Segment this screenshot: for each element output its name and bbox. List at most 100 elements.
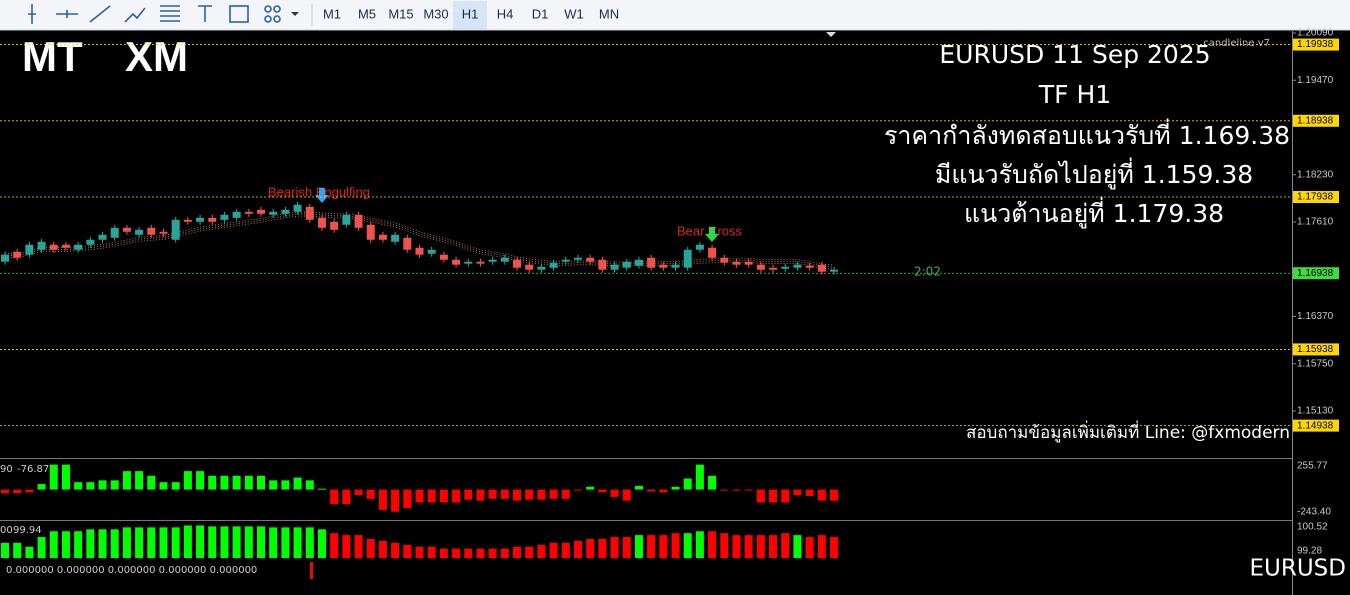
drawing-tools[interactable] [28,4,313,26]
panel-separator [0,458,1292,459]
osc2-bar [756,535,765,558]
candle-body [476,261,485,264]
candle-body [830,269,838,272]
timeframe-button[interactable]: M5 [358,6,376,21]
osc3-bar [310,562,313,579]
osc2-bar [537,544,546,558]
osc1-bar [427,489,436,503]
timeframe-button[interactable]: H4 [497,6,514,21]
candle-body [573,257,582,260]
osc2-bar [37,537,46,558]
candle-body [37,241,46,250]
candle-body [208,217,217,222]
candle-body [86,239,95,245]
level-tag [1293,419,1339,432]
osc2-bar [695,531,704,558]
candle-body [695,244,704,250]
candle-body [232,211,241,218]
candle-body [537,266,546,270]
price-tick-label: 1.18230 [1297,169,1334,180]
osc2-bar [464,548,473,558]
osc1-bar [74,482,83,490]
osc1-bar [817,489,826,501]
osc2-bar [293,527,302,558]
level-label: 1.18938 [1297,115,1334,126]
sell-arrow [705,227,719,242]
active-timeframe[interactable] [453,1,487,29]
price-tick-label: 1.16370 [1297,311,1334,322]
timeframe-button[interactable]: D1 [532,6,549,21]
candle-body [622,261,631,268]
osc1-bar [488,489,497,499]
candle-body [220,214,229,220]
candle-body [269,211,278,215]
candle-body [610,264,619,270]
osc1-bar [13,489,22,494]
osc2-bar [732,535,741,558]
osc1-bar [415,489,424,503]
timeframe-button[interactable]: W1 [564,6,584,21]
osc1-bar [452,489,461,503]
osc1-bar [98,480,107,490]
candle-body [342,214,351,225]
timeframe-button[interactable]: M1 [323,6,341,21]
timeframe-button[interactable]: M30 [423,6,448,21]
osc2-bar [98,529,107,558]
osc1-bar [86,482,95,490]
level-label: 1.19938 [1297,39,1334,50]
overlay-contact: สอบถามข้อมูลเพิ่มเติมที่ Line: @fxmodern [966,420,1290,443]
osc1-bar [732,489,741,491]
osc1-bar [135,471,144,490]
osc2-bar [622,537,631,558]
candle-body [634,259,643,266]
timeframe-button[interactable]: M15 [388,6,413,21]
logo-xm: XM [125,33,188,80]
osc1-bar [342,489,351,505]
price-tick-label: 1.17610 [1297,217,1334,228]
candle-body [415,247,424,255]
logo-mt: MT [22,33,83,80]
price-tick-label: 1.19470 [1297,75,1334,86]
price-tick-label: 1.15750 [1297,358,1334,369]
moving-average [4,213,835,268]
candle-body [49,244,58,250]
timeframe-button[interactable]: MN [599,6,619,21]
osc2-bar [13,542,22,558]
osc1-bar [305,480,314,490]
osc2-bar [171,527,180,558]
osc2-bar [1,542,9,558]
osc2-tick-label: 99.28 [1297,546,1322,557]
osc1-bar [293,477,302,490]
osc1-bar [25,489,34,493]
candle-body [427,249,436,254]
osc1-bar [330,489,339,505]
osc2-bar [415,546,424,558]
candle-body [756,264,765,270]
candle-body [122,227,131,232]
candle-body [317,217,326,228]
candle-body [293,204,302,212]
osc2-bar [769,535,778,558]
level-tag [1293,114,1339,127]
osc1-bar [769,489,778,503]
level-tag [1293,343,1339,356]
osc2-bar [232,526,241,558]
osc2-tick-label: 100.52 [1297,522,1328,533]
price-tick-label: 1.15130 [1297,406,1334,417]
osc1-bar [378,489,387,510]
osc1-bar [122,471,131,490]
timeframe-button[interactable]: H1 [462,6,479,21]
candle-body [281,209,290,214]
osc2-bar [452,548,461,558]
candle-body [159,231,168,234]
osc1-bar [354,489,363,496]
osc2-bar [525,546,534,558]
osc2-bar [281,527,290,558]
osc1-bar [781,489,790,503]
osc1-bar [391,489,400,512]
osc1-bar [830,489,838,501]
osc2-bar [159,527,168,558]
level-tag [1293,191,1339,204]
osc2-bar [378,540,387,558]
